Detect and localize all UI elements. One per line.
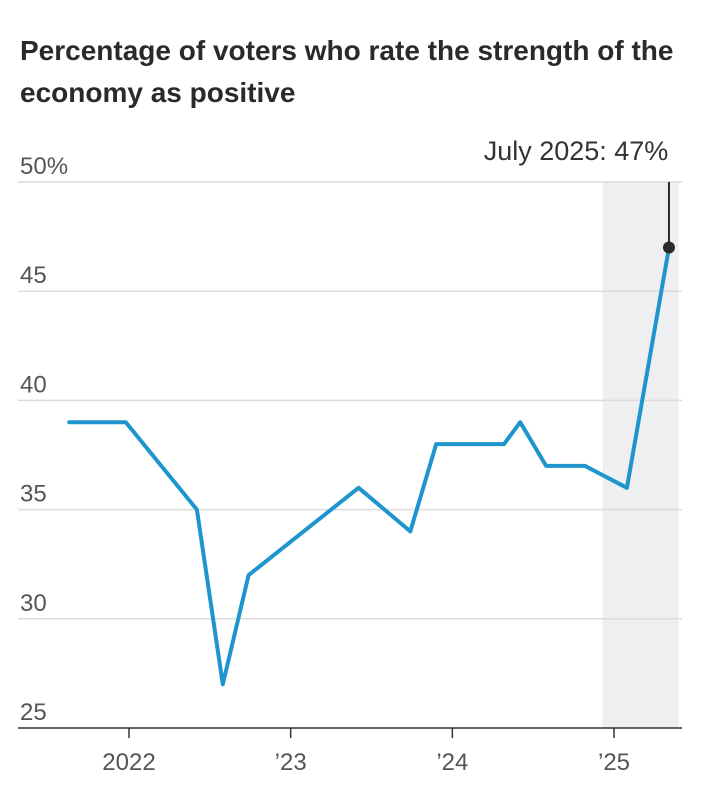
x-tick-label: 2022 [102, 749, 155, 776]
y-tick-label: 40 [20, 371, 47, 398]
y-axis-tick-labels: 50% 45 40 35 30 25 [20, 153, 68, 726]
latest-point-marker [662, 241, 675, 254]
gridlines [18, 181, 682, 620]
x-tick-label: ’23 [275, 749, 307, 776]
y-tick-label: 30 [20, 590, 47, 617]
x-tick-label: ’24 [436, 749, 468, 776]
y-tick-label: 50% [20, 153, 68, 180]
y-tick-label: 45 [20, 262, 47, 289]
x-axis-ticks: 2022 ’23 ’24 ’25 [102, 728, 630, 776]
y-tick-label: 25 [20, 699, 47, 726]
y-tick-label: 35 [20, 481, 47, 508]
x-tick-label: ’25 [598, 749, 630, 776]
annotation-label: July 2025: 47% [484, 136, 669, 166]
series-line [67, 245, 671, 687]
chart-title: Percentage of voters who rate the streng… [20, 35, 674, 108]
